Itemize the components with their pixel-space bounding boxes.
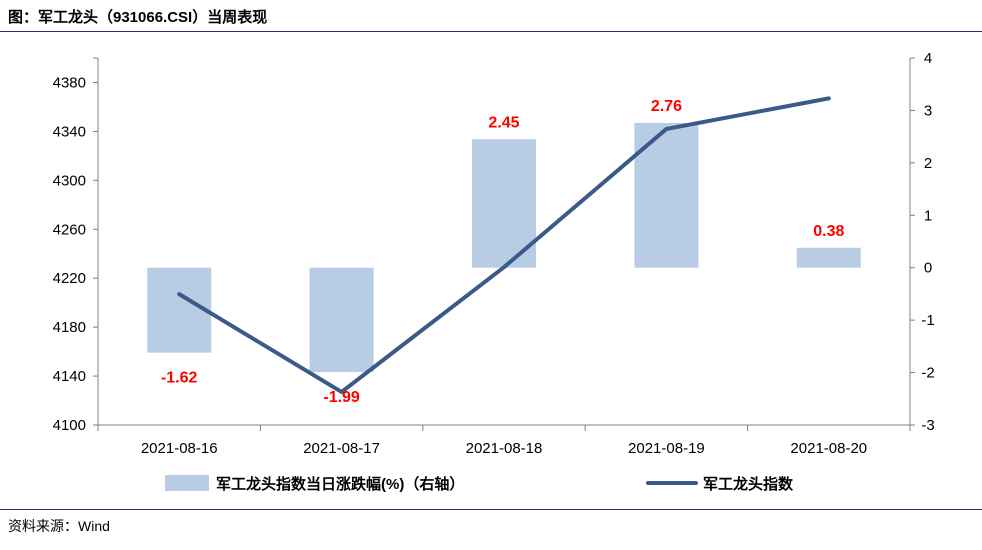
top-rule bbox=[0, 31, 982, 32]
x-tick-label: 2021-08-17 bbox=[303, 440, 380, 457]
legend-label-line: 军工龙头指数 bbox=[703, 475, 794, 493]
bar bbox=[472, 139, 536, 268]
y-right-tick-label: 3 bbox=[924, 102, 932, 119]
x-tick-label: 2021-08-19 bbox=[628, 440, 705, 457]
bar-data-label: 0.38 bbox=[813, 223, 844, 240]
y-left-tick-label: 4300 bbox=[53, 172, 86, 189]
bar bbox=[634, 123, 699, 268]
bar-data-label: 2.45 bbox=[488, 114, 519, 131]
x-tick-label: 2021-08-20 bbox=[790, 440, 867, 457]
bar bbox=[147, 267, 212, 353]
bar-data-label: -1.62 bbox=[161, 370, 198, 387]
y-right-tick-label: 4 bbox=[924, 50, 932, 67]
bar bbox=[309, 267, 374, 373]
legend-label-bar: 军工龙头指数当日涨跌幅(%)（右轴） bbox=[216, 475, 464, 493]
y-left-tick-label: 4140 bbox=[53, 368, 86, 385]
legend: 军工龙头指数当日涨跌幅(%)（右轴） 军工龙头指数 bbox=[165, 475, 794, 493]
y-left-tick-label: 4340 bbox=[53, 123, 86, 140]
y-left-tick-label: 4180 bbox=[53, 319, 86, 336]
chart: 4100 4140 4180 4220 4260 4300 4340 4380 -3 -2 -1 0 1… bbox=[53, 50, 935, 493]
y-left-tick-label: 4380 bbox=[53, 74, 86, 91]
source-note: 资料来源：Wind bbox=[8, 518, 110, 534]
bar-data-label: -1.99 bbox=[323, 389, 360, 406]
chart-title: 图：军工龙头（931066.CSI）当周表现 bbox=[8, 9, 268, 26]
y-right-tick-label: 1 bbox=[924, 207, 932, 224]
y-left-tick-label: 4220 bbox=[53, 270, 86, 287]
legend-swatch-bar bbox=[165, 475, 209, 491]
bottom-rule bbox=[0, 509, 982, 510]
y-right-tick-label: -1 bbox=[921, 312, 934, 329]
data-labels: -1.62 -1.99 2.45 2.76 0.38 bbox=[161, 98, 845, 406]
axes: 4100 4140 4180 4220 4260 4300 4340 4380 -3 -2 -1 0 1… bbox=[53, 50, 935, 457]
bar bbox=[796, 247, 861, 268]
y-right-tick-label: -2 bbox=[921, 365, 934, 382]
y-left-tick-label: 4100 bbox=[53, 417, 86, 434]
y-right-tick-label: 2 bbox=[924, 155, 932, 172]
y-right-tick-label: 0 bbox=[924, 260, 932, 277]
line-series bbox=[177, 96, 831, 394]
y-right-tick-label: -3 bbox=[921, 417, 934, 434]
y-left-tick-label: 4260 bbox=[53, 221, 86, 238]
bars bbox=[147, 123, 861, 373]
x-tick-label: 2021-08-18 bbox=[466, 440, 543, 457]
bar-data-label: 2.76 bbox=[651, 98, 682, 115]
x-tick-label: 2021-08-16 bbox=[141, 440, 218, 457]
